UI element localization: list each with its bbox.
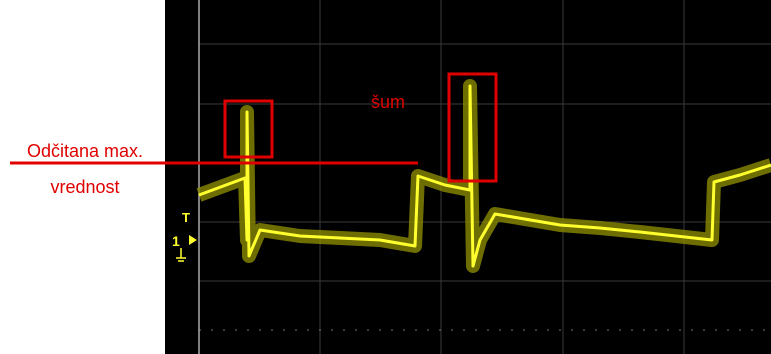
page: T 1 Odčitana max. vrednost šum (() => { … [0, 0, 771, 354]
channel-marker: 1 [172, 233, 180, 249]
annotation-text: vrednost [50, 177, 119, 197]
trigger-marker: T [182, 210, 190, 225]
noise-label: šum [371, 92, 405, 112]
annotation-text: Odčitana max. [27, 141, 143, 161]
screenshot: T 1 Odčitana max. vrednost šum [0, 0, 771, 354]
